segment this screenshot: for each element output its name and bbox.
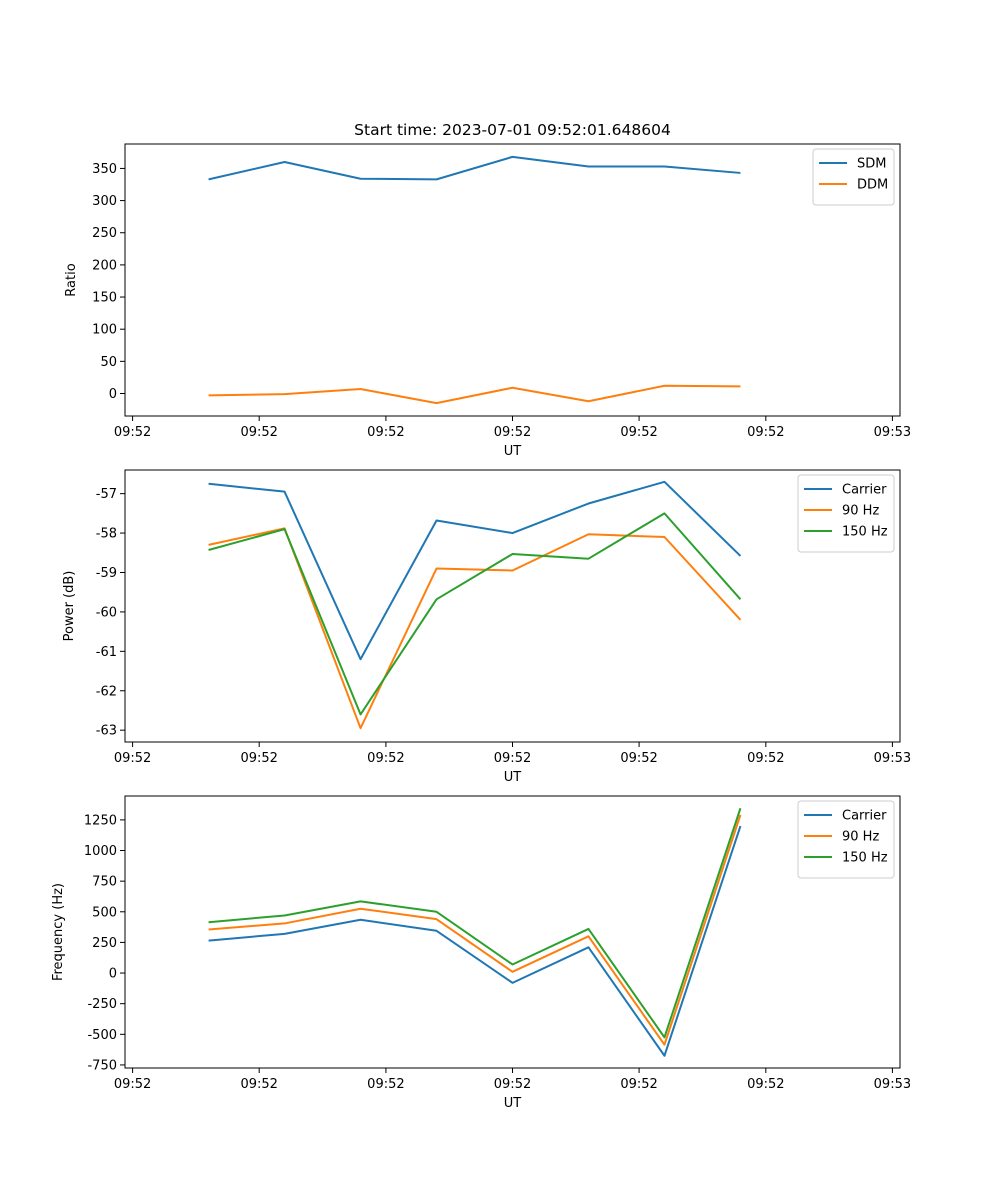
y-tick-label: -750 xyxy=(87,1058,117,1073)
x-tick-label: 09:52 xyxy=(367,751,404,766)
x-tick-label: 09:52 xyxy=(367,1077,404,1092)
x-tick-label: 09:52 xyxy=(240,425,277,440)
y-tick-label: -60 xyxy=(96,605,117,620)
x-tick-label: 09:52 xyxy=(620,751,657,766)
x-tick-label: 09:52 xyxy=(114,751,151,766)
y-tick-label: -62 xyxy=(96,684,117,699)
y-tick-label: 750 xyxy=(92,875,117,890)
x-tick-label: 09:52 xyxy=(114,1077,151,1092)
y-tick-label: -61 xyxy=(96,645,117,660)
y-tick-label: -63 xyxy=(96,724,117,739)
series-line-150-hz xyxy=(208,807,742,1039)
x-tick-label: 09:53 xyxy=(874,751,911,766)
y-tick-label: 1250 xyxy=(84,813,117,828)
series-line-carrier xyxy=(208,480,742,661)
x-tick-label: 09:53 xyxy=(874,425,911,440)
y-tick-label: 350 xyxy=(92,162,117,177)
y-axis-label: Ratio xyxy=(64,263,79,296)
x-tick-label: 09:52 xyxy=(240,1077,277,1092)
y-tick-label: 150 xyxy=(92,291,117,306)
legend: Carrier 90 Hz 150 Hz xyxy=(797,800,895,879)
legend-box xyxy=(797,800,895,879)
legend: Carrier 90 Hz 150 Hz xyxy=(797,474,895,553)
x-tick-label: 09:52 xyxy=(620,425,657,440)
y-tick-label: -59 xyxy=(96,566,117,581)
legend: SDM DDM xyxy=(812,148,895,206)
subplot-frequency: -750 -500 -250 0 250 500 750 1000 1250 09:52 09:52… xyxy=(51,795,911,1111)
x-tick-label: 09:52 xyxy=(620,1077,657,1092)
legend-box xyxy=(797,474,895,553)
chart-title: Start time: 2023-07-01 09:52:01.648604 xyxy=(354,121,671,139)
subplot-power: -63 -62 -61 -60 -59 -58 -57 09:52 09:52 09:52 09:5… xyxy=(62,469,911,785)
y-tick-label: -58 xyxy=(96,527,117,542)
legend-label-ddm: DDM xyxy=(857,178,888,193)
legend-label-sdm: SDM xyxy=(857,157,886,172)
x-axis-label: UT xyxy=(504,444,522,459)
y-tick-label: 500 xyxy=(92,905,117,920)
x-tick-label: 09:52 xyxy=(747,425,784,440)
x-tick-label: 09:52 xyxy=(367,425,404,440)
y-axis-label: Power (dB) xyxy=(62,571,77,642)
y-tick-label: 100 xyxy=(92,323,117,338)
legend-label-carrier: Carrier xyxy=(842,809,887,824)
series-line-90-hz xyxy=(208,814,742,1046)
series-line-carrier xyxy=(208,825,742,1057)
x-tick-label: 09:52 xyxy=(747,751,784,766)
subplot-ratio: 0 50 100 150 200 250 300 350 09:52 09:52 09:52 09:5… xyxy=(64,121,911,459)
x-axis-label: UT xyxy=(504,1096,522,1111)
y-tick-label: -250 xyxy=(87,997,117,1012)
x-tick-label: 09:52 xyxy=(240,751,277,766)
y-tick-label: 200 xyxy=(92,258,117,273)
legend-label-90-hz: 90 Hz xyxy=(842,830,879,845)
legend-label-150-hz: 150 Hz xyxy=(842,525,888,540)
x-tick-label: 09:52 xyxy=(114,425,151,440)
y-tick-label: 250 xyxy=(92,226,117,241)
y-tick-label: 250 xyxy=(92,936,117,951)
y-tick-label: 0 xyxy=(109,387,117,402)
y-tick-label: 300 xyxy=(92,194,117,209)
y-tick-label: 50 xyxy=(100,355,117,370)
y-tick-label: -500 xyxy=(87,1028,117,1043)
series-line-150-hz xyxy=(208,512,742,716)
x-tick-label: 09:52 xyxy=(747,1077,784,1092)
x-tick-label: 09:52 xyxy=(494,751,531,766)
x-axis-label: UT xyxy=(504,770,522,785)
x-tick-label: 09:52 xyxy=(494,1077,531,1092)
legend-label-carrier: Carrier xyxy=(842,483,887,498)
y-tick-label: 0 xyxy=(109,967,117,982)
x-tick-label: 09:53 xyxy=(874,1077,911,1092)
legend-label-90-hz: 90 Hz xyxy=(842,504,879,519)
series-line-sdm xyxy=(208,155,741,181)
series-line-ddm xyxy=(208,384,741,405)
legend-label-150-hz: 150 Hz xyxy=(842,851,888,866)
x-tick-label: 09:52 xyxy=(494,425,531,440)
y-tick-label: -57 xyxy=(96,487,117,502)
y-tick-label: 1000 xyxy=(84,844,117,859)
y-axis-label: Frequency (Hz) xyxy=(51,883,66,981)
